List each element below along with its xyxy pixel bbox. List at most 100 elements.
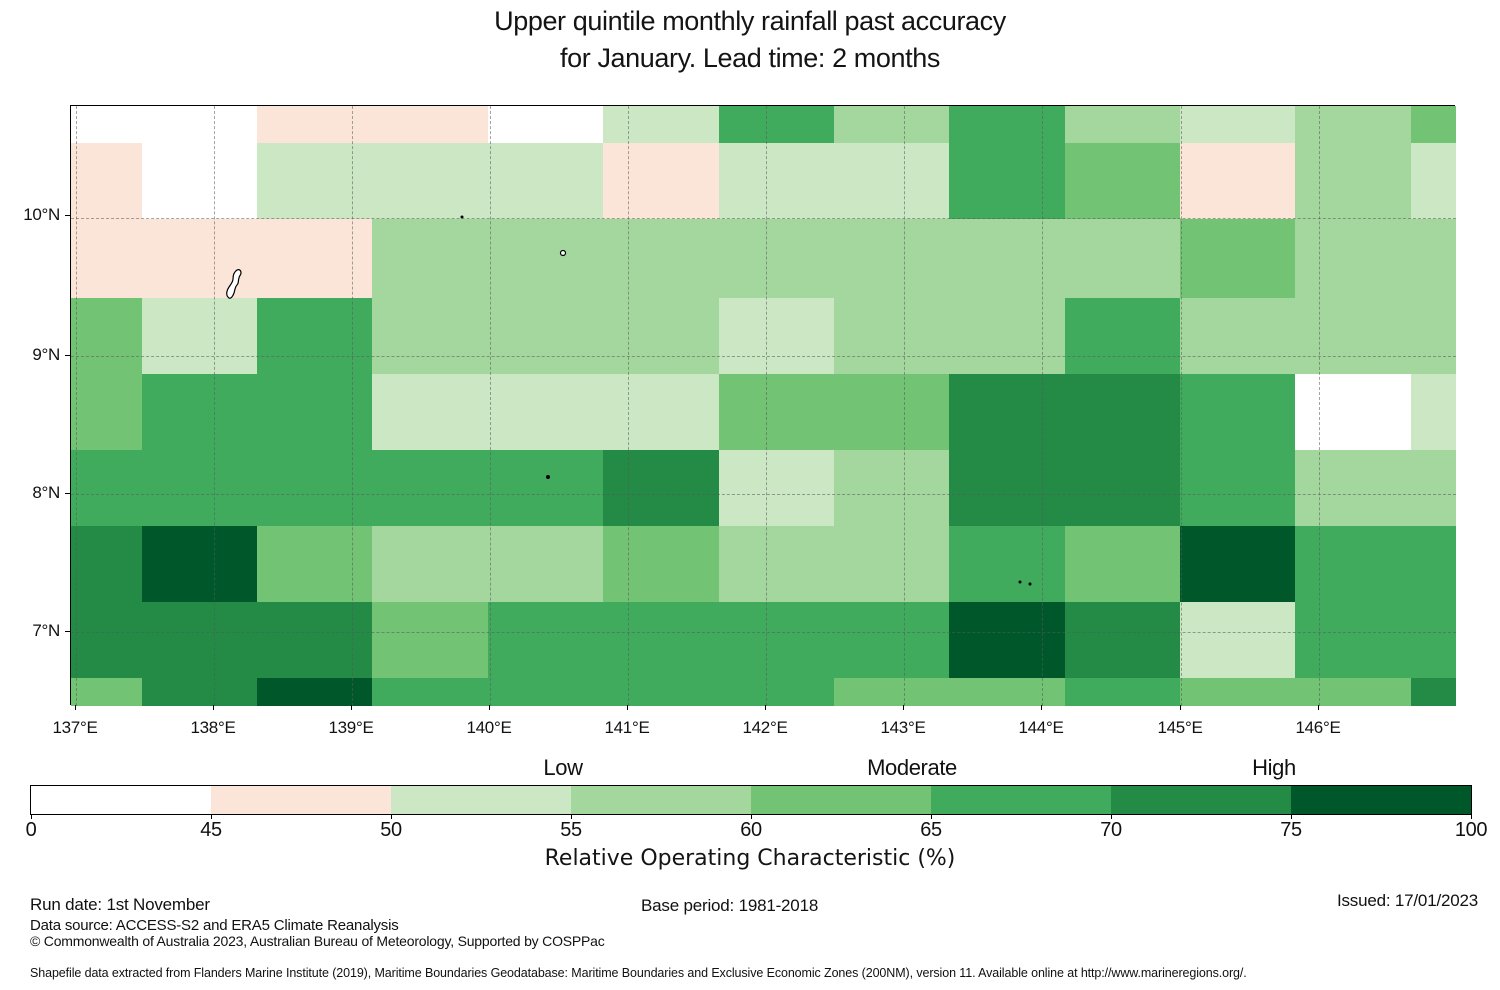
heatmap-cell	[949, 450, 1065, 526]
colorbar-segment	[31, 786, 211, 814]
heatmap-cell	[719, 298, 834, 374]
x-axis-tick	[213, 705, 214, 710]
graticule-meridian	[1319, 106, 1320, 706]
colorbar-segment	[571, 786, 751, 814]
x-axis-tick-label: 142°E	[742, 718, 788, 737]
heatmap-cell	[71, 526, 142, 602]
chart-title-line1: Upper quintile monthly rainfall past acc…	[494, 6, 1006, 36]
heatmap-cell	[1295, 106, 1411, 143]
colorbar-tick-label: 75	[1280, 819, 1302, 841]
heatmap-cell	[949, 106, 1065, 143]
y-axis-tick-label: 9°N	[32, 345, 60, 364]
colorbar-axis-label: Relative Operating Characteristic (%)	[544, 846, 956, 871]
graticule-meridian	[628, 106, 629, 706]
heatmap-cell	[1411, 602, 1456, 678]
y-axis-tick	[65, 215, 70, 216]
heatmap-cell	[142, 602, 257, 678]
heatmap-cell	[1295, 450, 1411, 526]
run-date-text: Run date: 1st November	[30, 895, 210, 914]
heatmap-cell	[142, 298, 257, 374]
heatmap-cell	[1065, 374, 1180, 450]
heatmap-cell	[1411, 143, 1456, 219]
island-ring-marker	[559, 249, 567, 257]
heatmap-cell	[71, 106, 142, 143]
colorbar	[30, 785, 1472, 815]
heatmap-cell	[142, 450, 257, 526]
heatmap-cell	[71, 450, 142, 526]
heatmap-cell	[949, 526, 1065, 602]
heatmap-cell	[372, 450, 488, 526]
x-axis-tick	[351, 705, 352, 710]
heatmap-cell	[719, 602, 834, 678]
heatmap-cell	[1065, 143, 1180, 219]
x-axis-tick-label: 139°E	[328, 718, 374, 737]
heatmap-cell	[949, 602, 1065, 678]
graticule-meridian	[214, 106, 215, 706]
base-period-text: Base period: 1981-2018	[641, 896, 819, 915]
colorbar-tick	[931, 815, 932, 819]
colorbar-tick	[1471, 815, 1472, 819]
y-axis-tick	[65, 631, 70, 632]
colorbar-tick-label: 100	[1454, 819, 1488, 841]
heatmap-cell	[372, 602, 488, 678]
heatmap-cell	[372, 374, 488, 450]
heatmap-plot-area	[70, 105, 1456, 706]
x-axis-tick	[1318, 705, 1319, 710]
heatmap-cell	[1065, 106, 1180, 143]
colorbar-tick-label: 50	[380, 819, 402, 841]
heatmap-cell	[834, 602, 949, 678]
x-axis-tick-label: 146°E	[1295, 718, 1341, 737]
colorbar-tick	[1111, 815, 1112, 819]
x-axis-tick-label: 145°E	[1157, 718, 1203, 737]
heatmap-cell	[372, 526, 488, 602]
heatmap-cell	[1180, 678, 1295, 706]
heatmap-cell	[603, 602, 719, 678]
heatmap-cell	[1295, 678, 1411, 706]
heatmap-cell	[1411, 678, 1456, 706]
x-axis-tick-label: 144°E	[1018, 718, 1064, 737]
island-dot-marker	[1028, 582, 1032, 586]
heatmap-cell	[488, 374, 603, 450]
heatmap-cell	[1295, 526, 1411, 602]
x-axis-tick-label: 140°E	[466, 718, 512, 737]
heatmap-cell	[949, 143, 1065, 219]
heatmap-cell	[372, 143, 488, 219]
x-axis-tick	[627, 705, 628, 710]
y-axis-tick-label: 7°N	[32, 621, 60, 640]
heatmap-cell	[142, 106, 257, 143]
heatmap-cell	[949, 219, 1065, 298]
heatmap-cell	[719, 374, 834, 450]
heatmap-cell	[488, 298, 603, 374]
colorbar-range-header: Moderate	[867, 755, 957, 780]
graticule-meridian	[490, 106, 491, 706]
x-axis-tick	[75, 705, 76, 710]
island-dot-marker	[1018, 580, 1022, 584]
heatmap-cell	[1411, 374, 1456, 450]
heatmap-cell	[488, 450, 603, 526]
heatmap-cell	[1180, 106, 1295, 143]
heatmap-cell	[488, 678, 603, 706]
yap-island	[226, 269, 242, 299]
heatmap-cell	[142, 374, 257, 450]
heatmap-cell	[1295, 298, 1411, 374]
colorbar-tick	[571, 815, 572, 819]
colorbar-tick-label: 70	[1100, 819, 1122, 841]
graticule-meridian	[352, 106, 353, 706]
colorbar-segment	[751, 786, 931, 814]
heatmap-cell	[142, 526, 257, 602]
graticule-parallel	[71, 218, 1456, 219]
x-axis-tick	[489, 705, 490, 710]
y-axis-tick	[65, 355, 70, 356]
heatmap-cell	[949, 678, 1065, 706]
heatmap-cell	[1065, 678, 1180, 706]
heatmap-cell	[372, 219, 488, 298]
heatmap-cell	[1295, 219, 1411, 298]
heatmap-cell	[1065, 602, 1180, 678]
x-axis-tick-label: 143°E	[880, 718, 926, 737]
island-dot-marker	[460, 215, 464, 219]
island-shapes-layer	[226, 215, 1032, 586]
heatmap-cell	[1411, 106, 1456, 143]
heatmap-cell	[834, 526, 949, 602]
colorbar-tick-label: 60	[740, 819, 762, 841]
